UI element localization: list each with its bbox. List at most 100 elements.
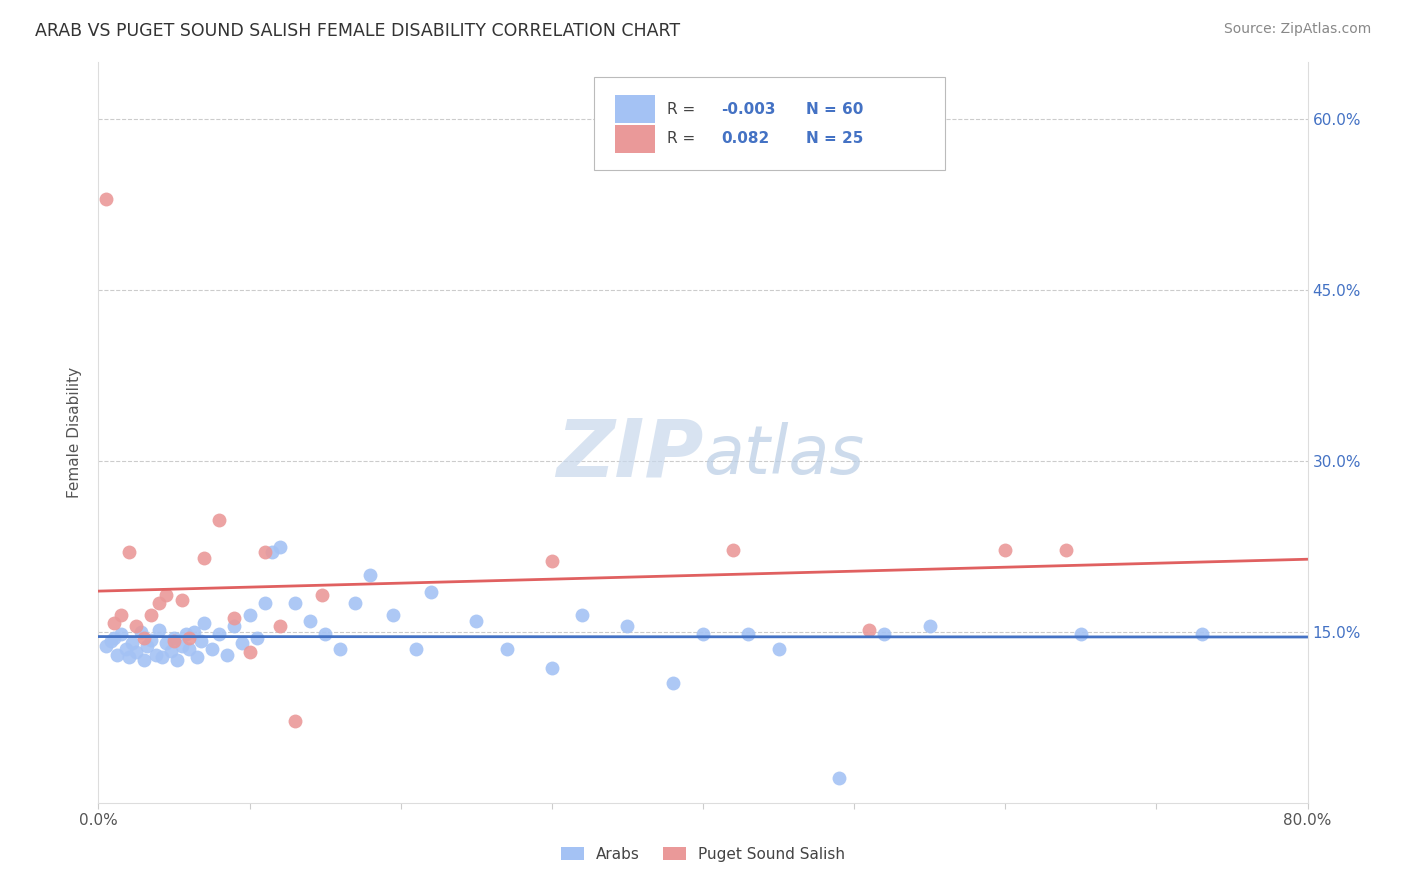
Text: 0.082: 0.082 [721, 131, 769, 146]
Point [114, 642, 136, 657]
Bar [614, 125, 655, 153]
Point [465, 614, 488, 628]
Point [284, 597, 307, 611]
Point [190, 634, 212, 648]
Point [170, 593, 193, 607]
Point [284, 714, 307, 728]
Point [231, 636, 253, 650]
Point [360, 568, 382, 582]
Point [141, 607, 163, 622]
Text: R =: R = [666, 131, 700, 146]
Point [253, 597, 276, 611]
Legend: Arabs, Puget Sound Salish: Arabs, Puget Sound Salish [561, 847, 845, 862]
Point [239, 645, 262, 659]
Point [858, 623, 880, 637]
Point [166, 653, 188, 667]
Point [125, 645, 148, 659]
Point [121, 636, 143, 650]
Point [163, 634, 186, 648]
Point [100, 634, 122, 648]
Point [768, 642, 790, 657]
Point [193, 550, 215, 565]
Point [179, 631, 201, 645]
Point [692, 627, 714, 641]
Point [224, 611, 246, 625]
Point [314, 627, 336, 641]
Point [1054, 543, 1077, 558]
Point [155, 636, 177, 650]
Point [135, 639, 157, 653]
Point [103, 615, 125, 630]
Point [163, 631, 186, 645]
Point [299, 614, 322, 628]
Point [540, 554, 562, 568]
Point [723, 543, 745, 558]
Point [141, 632, 163, 647]
Point [148, 597, 170, 611]
Point [246, 631, 269, 645]
Point [150, 650, 173, 665]
Point [118, 650, 141, 665]
Point [495, 642, 517, 657]
Point [155, 589, 177, 603]
Point [828, 771, 851, 785]
Point [239, 607, 262, 622]
Text: Source: ZipAtlas.com: Source: ZipAtlas.com [1223, 22, 1371, 37]
Point [132, 653, 155, 667]
Point [253, 545, 276, 559]
Point [183, 624, 205, 639]
Point [208, 627, 231, 641]
Point [118, 545, 141, 559]
Point [262, 545, 284, 559]
Text: atlas: atlas [703, 422, 865, 488]
Point [110, 627, 132, 641]
Point [179, 642, 201, 657]
Point [405, 642, 427, 657]
Text: N = 60: N = 60 [806, 102, 863, 117]
Point [148, 623, 170, 637]
Point [1070, 627, 1092, 641]
Text: R =: R = [666, 102, 700, 117]
Point [571, 607, 593, 622]
Point [382, 607, 405, 622]
Point [94, 639, 117, 653]
Text: ARAB VS PUGET SOUND SALISH FEMALE DISABILITY CORRELATION CHART: ARAB VS PUGET SOUND SALISH FEMALE DISABI… [35, 22, 681, 40]
Point [616, 619, 638, 633]
Point [215, 648, 238, 662]
Text: -0.003: -0.003 [721, 102, 776, 117]
Point [125, 619, 148, 633]
Point [540, 661, 562, 675]
Point [105, 648, 128, 662]
FancyBboxPatch shape [595, 78, 945, 169]
Point [208, 513, 231, 527]
Point [873, 627, 896, 641]
Point [186, 650, 208, 665]
Point [329, 642, 352, 657]
Point [420, 585, 443, 599]
Point [145, 648, 167, 662]
Point [160, 644, 183, 658]
Point [737, 627, 759, 641]
Point [269, 619, 291, 633]
Bar [614, 95, 655, 123]
Point [94, 192, 117, 206]
Point [1191, 627, 1213, 641]
Point [344, 597, 367, 611]
Point [110, 607, 132, 622]
Point [174, 627, 197, 641]
Point [269, 540, 291, 554]
Text: ZIP: ZIP [555, 416, 703, 494]
Text: N = 25: N = 25 [806, 131, 863, 146]
Point [129, 624, 152, 639]
Point [918, 619, 941, 633]
Point [201, 642, 224, 657]
Point [311, 589, 333, 603]
Y-axis label: Female Disability: Female Disability [67, 367, 83, 499]
Point [661, 676, 683, 690]
Point [170, 639, 193, 653]
Point [132, 631, 155, 645]
Point [224, 619, 246, 633]
Point [103, 631, 125, 645]
Point [193, 615, 215, 630]
Point [994, 543, 1017, 558]
